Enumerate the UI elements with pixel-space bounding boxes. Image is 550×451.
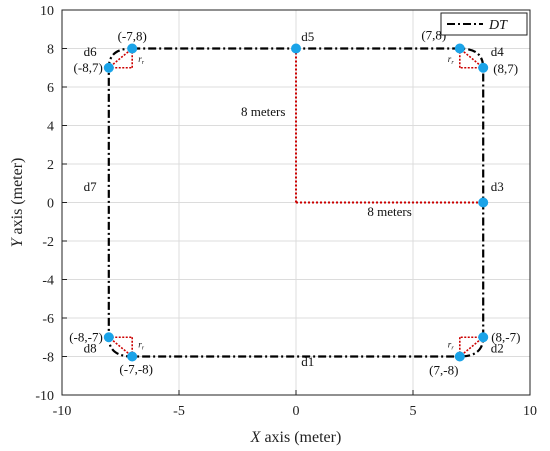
waypoint-label: (-8,-7) xyxy=(69,329,103,344)
y-tick-label: 2 xyxy=(47,158,54,173)
labels-layer: 8 meters 8 meters rr rr rr rr (-7,8) (-8,7) (7,8… xyxy=(69,28,520,378)
corner-radius-label: rr xyxy=(448,54,455,66)
x-tick-label: 5 xyxy=(410,404,417,419)
waypoint-label: (-7,8) xyxy=(118,29,147,44)
y-tick-label: 6 xyxy=(47,81,54,96)
waypoint-label: (-7,-8) xyxy=(119,362,153,377)
corner-radius-label: rr xyxy=(448,339,455,351)
waypoint-marker xyxy=(478,332,489,343)
segment-label: d4 xyxy=(491,44,505,59)
waypoint-marker xyxy=(291,43,301,54)
segment-label: d3 xyxy=(491,179,504,194)
corner-radius-marker xyxy=(106,336,133,359)
waypoint-label: (8,7) xyxy=(493,61,518,76)
y-tick-label: -2 xyxy=(42,235,54,250)
corner-radius-marker xyxy=(459,46,486,69)
waypoint-marker xyxy=(454,43,465,54)
y-tick-label: -4 xyxy=(42,274,54,289)
segment-label: d1 xyxy=(301,354,314,369)
radius-label: 8 meters xyxy=(241,104,285,119)
waypoint-marker xyxy=(127,351,138,362)
segment-label: d7 xyxy=(84,179,98,194)
corner-radius-marker xyxy=(459,336,486,359)
y-tick-label: 10 xyxy=(40,4,54,19)
segment-label: d8 xyxy=(84,341,97,356)
corner-radius-marker xyxy=(106,46,133,69)
x-tick-label: 10 xyxy=(523,404,537,419)
radius-label: 8 meters xyxy=(367,204,411,219)
y-tick-label: -8 xyxy=(42,351,54,366)
waypoint-marker xyxy=(478,62,489,73)
axes-layer: -10 -5 0 5 10 -10 -8 -6 -4 -2 0 2 4 6 8 10 X axis (meter… xyxy=(9,4,537,446)
segment-label: d5 xyxy=(301,29,314,44)
x-tick-label: 0 xyxy=(293,404,300,419)
waypoint-label: (7,-8) xyxy=(429,363,458,378)
waypoint-marker xyxy=(103,332,114,343)
waypoint-label: (-8,7) xyxy=(74,60,103,75)
y-tick-label: 8 xyxy=(47,43,54,58)
legend: DT xyxy=(440,12,528,36)
legend-box xyxy=(440,12,528,36)
y-tick-label: 4 xyxy=(47,120,54,135)
corner-radius-label: rr xyxy=(138,339,145,351)
legend-label: DT xyxy=(488,18,508,33)
waypoint-marker xyxy=(478,197,489,208)
y-tick-label: -10 xyxy=(35,389,54,404)
y-tick-label: -6 xyxy=(42,312,54,327)
segment-label: d6 xyxy=(84,44,98,59)
x-tick-label: -10 xyxy=(53,404,72,419)
segment-label: d2 xyxy=(491,341,504,356)
waypoint-label: (8,-7) xyxy=(491,329,520,344)
corner-radius-label: rr xyxy=(138,54,145,66)
waypoint-marker xyxy=(454,351,465,362)
waypoint-label: (7,8) xyxy=(421,28,446,43)
waypoint-marker xyxy=(103,62,114,73)
corner-markers xyxy=(106,46,486,359)
y-tick-label: 0 xyxy=(47,197,54,212)
waypoint-marker xyxy=(127,43,138,54)
points-layer xyxy=(103,43,489,362)
x-axis-title: X axis (meter) xyxy=(250,429,342,446)
x-tick-label: -5 xyxy=(173,404,185,419)
radius-layer xyxy=(295,48,484,204)
y-axis-title: Y axis (meter) xyxy=(9,158,26,248)
